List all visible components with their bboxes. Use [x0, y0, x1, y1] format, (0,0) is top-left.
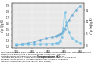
Y-axis label: c''p (mJ/g.K): c''p (mJ/g.K) — [90, 17, 94, 34]
Text: PET samples were measured for 10 min at each 'quasi-isothermal' station using 0.: PET samples were measured for 10 min at … — [1, 52, 91, 62]
Y-axis label: c'p (J/g.K): c'p (J/g.K) — [1, 19, 5, 32]
X-axis label: Temperature (K): Temperature (K) — [37, 55, 59, 59]
